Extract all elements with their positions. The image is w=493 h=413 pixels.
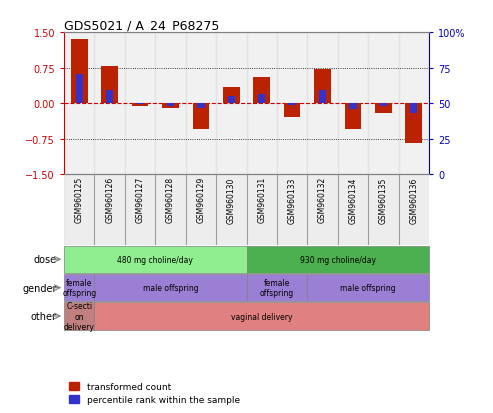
Bar [216, 33, 246, 175]
Bar [319, 90, 326, 104]
Bar [155, 175, 186, 245]
Bar [398, 33, 429, 175]
Text: female
offspring: female offspring [260, 278, 294, 298]
Bar [216, 175, 246, 245]
Text: GSM960130: GSM960130 [227, 177, 236, 223]
Legend: transformed count, percentile rank within the sample: transformed count, percentile rank withi… [69, 382, 240, 404]
Bar [314, 70, 331, 104]
Bar [102, 67, 118, 104]
Text: vaginal delivery: vaginal delivery [231, 312, 292, 321]
Bar [338, 175, 368, 245]
Bar [349, 104, 356, 109]
Text: GDS5021 / A_24_P68275: GDS5021 / A_24_P68275 [64, 19, 219, 32]
FancyBboxPatch shape [95, 303, 429, 330]
Text: male offspring: male offspring [340, 283, 396, 292]
Bar [246, 175, 277, 245]
Bar [368, 175, 398, 245]
Bar [258, 95, 265, 104]
Bar [132, 104, 148, 107]
Bar [228, 97, 235, 104]
Bar [155, 33, 186, 175]
Bar [75, 75, 83, 104]
Text: GSM960126: GSM960126 [105, 177, 114, 223]
FancyBboxPatch shape [64, 303, 95, 330]
Bar [162, 104, 179, 109]
Bar [338, 33, 368, 175]
Text: other: other [31, 311, 57, 321]
Bar [186, 175, 216, 245]
Text: GSM960135: GSM960135 [379, 177, 388, 223]
Text: GSM960133: GSM960133 [287, 177, 297, 223]
Bar [223, 87, 240, 104]
Bar [95, 33, 125, 175]
FancyBboxPatch shape [64, 274, 95, 301]
Text: GSM960129: GSM960129 [196, 177, 206, 223]
Text: dose: dose [34, 254, 57, 265]
Text: GSM960131: GSM960131 [257, 177, 266, 223]
Bar [410, 104, 418, 113]
Bar [288, 104, 296, 106]
Bar [405, 104, 422, 144]
Bar [398, 175, 429, 245]
Bar [64, 33, 95, 175]
Bar [167, 104, 174, 107]
Bar [277, 175, 307, 245]
Bar [197, 104, 205, 109]
Bar [193, 104, 209, 130]
Bar [64, 175, 95, 245]
Bar [125, 175, 155, 245]
Bar [71, 40, 88, 104]
Bar [95, 175, 125, 245]
FancyBboxPatch shape [246, 246, 429, 273]
Text: 930 mg choline/day: 930 mg choline/day [300, 255, 376, 264]
Bar [307, 33, 338, 175]
FancyBboxPatch shape [307, 274, 429, 301]
Text: GSM960127: GSM960127 [136, 177, 144, 223]
FancyBboxPatch shape [64, 246, 246, 273]
Bar [277, 33, 307, 175]
Bar [246, 33, 277, 175]
Text: gender: gender [22, 283, 57, 293]
Bar [125, 33, 155, 175]
Bar [106, 90, 113, 104]
Bar [307, 175, 338, 245]
Text: female
offspring: female offspring [62, 278, 97, 298]
Bar [284, 104, 300, 118]
Text: 480 mg choline/day: 480 mg choline/day [117, 255, 193, 264]
Bar [137, 104, 144, 105]
Bar [253, 78, 270, 104]
Text: GSM960134: GSM960134 [349, 177, 357, 223]
Bar [186, 33, 216, 175]
Bar [345, 104, 361, 130]
Text: GSM960125: GSM960125 [75, 177, 84, 223]
Bar [380, 104, 387, 107]
Text: C-secti
on
delivery: C-secti on delivery [64, 301, 95, 331]
FancyBboxPatch shape [246, 274, 307, 301]
Text: GSM960132: GSM960132 [318, 177, 327, 223]
Text: male offspring: male offspring [142, 283, 198, 292]
Text: GSM960136: GSM960136 [409, 177, 418, 223]
Text: GSM960128: GSM960128 [166, 177, 175, 223]
Bar [368, 33, 398, 175]
Bar [375, 104, 391, 113]
FancyBboxPatch shape [95, 274, 246, 301]
